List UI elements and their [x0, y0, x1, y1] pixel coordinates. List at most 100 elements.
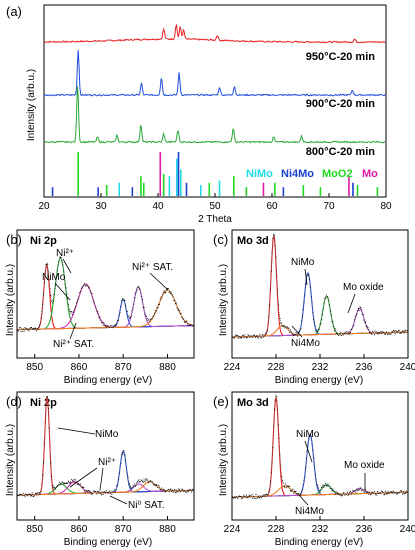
xps-data-point	[371, 333, 373, 335]
xps-data-point	[273, 234, 275, 237]
xtick-label: 40	[152, 201, 164, 212]
xps-data-point	[256, 335, 258, 337]
xps-data-point	[70, 312, 72, 314]
xps-data-point	[153, 484, 155, 486]
xps-data-point	[96, 493, 98, 495]
xps-data-point	[71, 313, 74, 316]
xps-data-point	[133, 483, 136, 485]
xps-data-point	[240, 337, 242, 339]
xps-data-point	[374, 330, 376, 332]
xps-data-point	[356, 313, 358, 315]
xps-data-point	[300, 494, 302, 496]
xps-data-point	[281, 480, 283, 482]
xps-data-point	[315, 330, 317, 332]
panel-b-xlabel: Binding energy (eV)	[64, 375, 152, 386]
panel-d-xlabel: Binding energy (eV)	[64, 537, 152, 548]
xtick-label: 870	[115, 524, 132, 535]
panel-c: (c) Mo 3d 224 228 232 236 240 Binding energy…	[213, 229, 415, 386]
xps-data-point	[342, 492, 344, 494]
xps-data-point	[129, 316, 131, 318]
xps-data-point	[173, 490, 175, 492]
xtick-label: 80	[380, 201, 392, 212]
xps-data-point	[385, 333, 387, 335]
xps-data-point	[254, 336, 256, 338]
xtick-label: 880	[159, 524, 176, 535]
reference-legend: NiMo Ni4Mo MoO2 Mo	[246, 168, 378, 180]
xps-data-point	[289, 329, 291, 331]
xps-data-point	[305, 283, 307, 285]
xps-data-point	[233, 496, 235, 498]
xtick-label: 236	[356, 362, 373, 373]
xps-data-point	[349, 333, 351, 335]
xps-data-point	[341, 495, 343, 497]
xps-data-point	[235, 334, 237, 336]
panel-d: (d) Ni 2p 850 860 870 880 Binding energy (e…	[5, 391, 195, 548]
xps-data-point	[187, 490, 189, 493]
xps-data-point	[158, 486, 160, 488]
xps-data-point	[241, 334, 243, 336]
xps-data-point	[84, 490, 86, 492]
xps-data-point	[113, 324, 115, 326]
xps-data-point	[322, 484, 324, 486]
xps-data-point	[180, 312, 182, 315]
xtick-label: 228	[268, 362, 285, 373]
xps-data-point	[93, 490, 95, 492]
xps-data-point	[36, 328, 38, 330]
xps-data-point	[162, 488, 164, 490]
xps-data-point	[401, 332, 403, 334]
xps-data-point	[161, 487, 163, 489]
xps-data-point	[368, 329, 370, 331]
xps-data-point	[321, 313, 323, 316]
xps-data-point	[282, 325, 284, 328]
xps-data-point	[307, 443, 309, 445]
xps-data-point	[301, 489, 303, 491]
xps-data-point	[181, 488, 183, 490]
xps-data-point	[137, 479, 140, 481]
xps-data-point	[243, 337, 245, 339]
xps-data-point	[365, 321, 367, 323]
xps-data-point	[281, 476, 283, 478]
panel-d-frame	[16, 391, 195, 521]
xps-data-point	[399, 491, 401, 493]
xps-data-point	[296, 493, 298, 495]
xps-data-point	[128, 315, 130, 317]
xps-data-point	[373, 334, 375, 336]
xps-data-point	[398, 329, 400, 331]
xps-data-point	[290, 490, 292, 492]
xps-data-point	[125, 305, 127, 307]
xps-data-point	[189, 489, 191, 491]
xps-data-point	[404, 493, 406, 495]
xps-data-point	[237, 497, 239, 499]
xps-data-point	[369, 332, 371, 334]
xps-data-point	[22, 492, 24, 494]
xps-data-point	[389, 333, 391, 335]
xps-data-point	[377, 491, 379, 493]
legend-moo2: MoO2	[322, 168, 353, 180]
panel-b-ann-sat2: Ni²⁺ SAT.	[132, 262, 173, 273]
xps-data-point	[23, 330, 25, 332]
series-label-900: 900°C-20 min	[306, 98, 375, 110]
xps-data-point	[63, 482, 66, 485]
xps-data-point	[32, 328, 34, 330]
xps-data-point	[167, 488, 169, 490]
xps-data-point	[84, 285, 86, 287]
xtick-label: 850	[26, 524, 43, 535]
xps-data-point	[335, 490, 337, 493]
xps-data-point	[137, 480, 139, 482]
panel-e-arrows	[298, 440, 366, 506]
xps-data-point	[84, 283, 86, 285]
xps-data-point	[393, 490, 395, 492]
xps-data-point	[242, 334, 244, 336]
xps-data-point	[24, 496, 26, 498]
xps-data-point	[132, 486, 134, 488]
panel-e-ylabel: Intensity (arb.u.)	[218, 424, 229, 496]
xps-data-point	[285, 487, 287, 489]
xps-data-point	[148, 481, 150, 483]
xps-data-point	[165, 292, 167, 294]
xps-data-point	[51, 302, 53, 304]
xps-data-point	[22, 330, 24, 332]
xtick-label: 50	[209, 201, 221, 212]
xps-data-point	[377, 333, 379, 335]
xps-data-point	[99, 316, 101, 318]
